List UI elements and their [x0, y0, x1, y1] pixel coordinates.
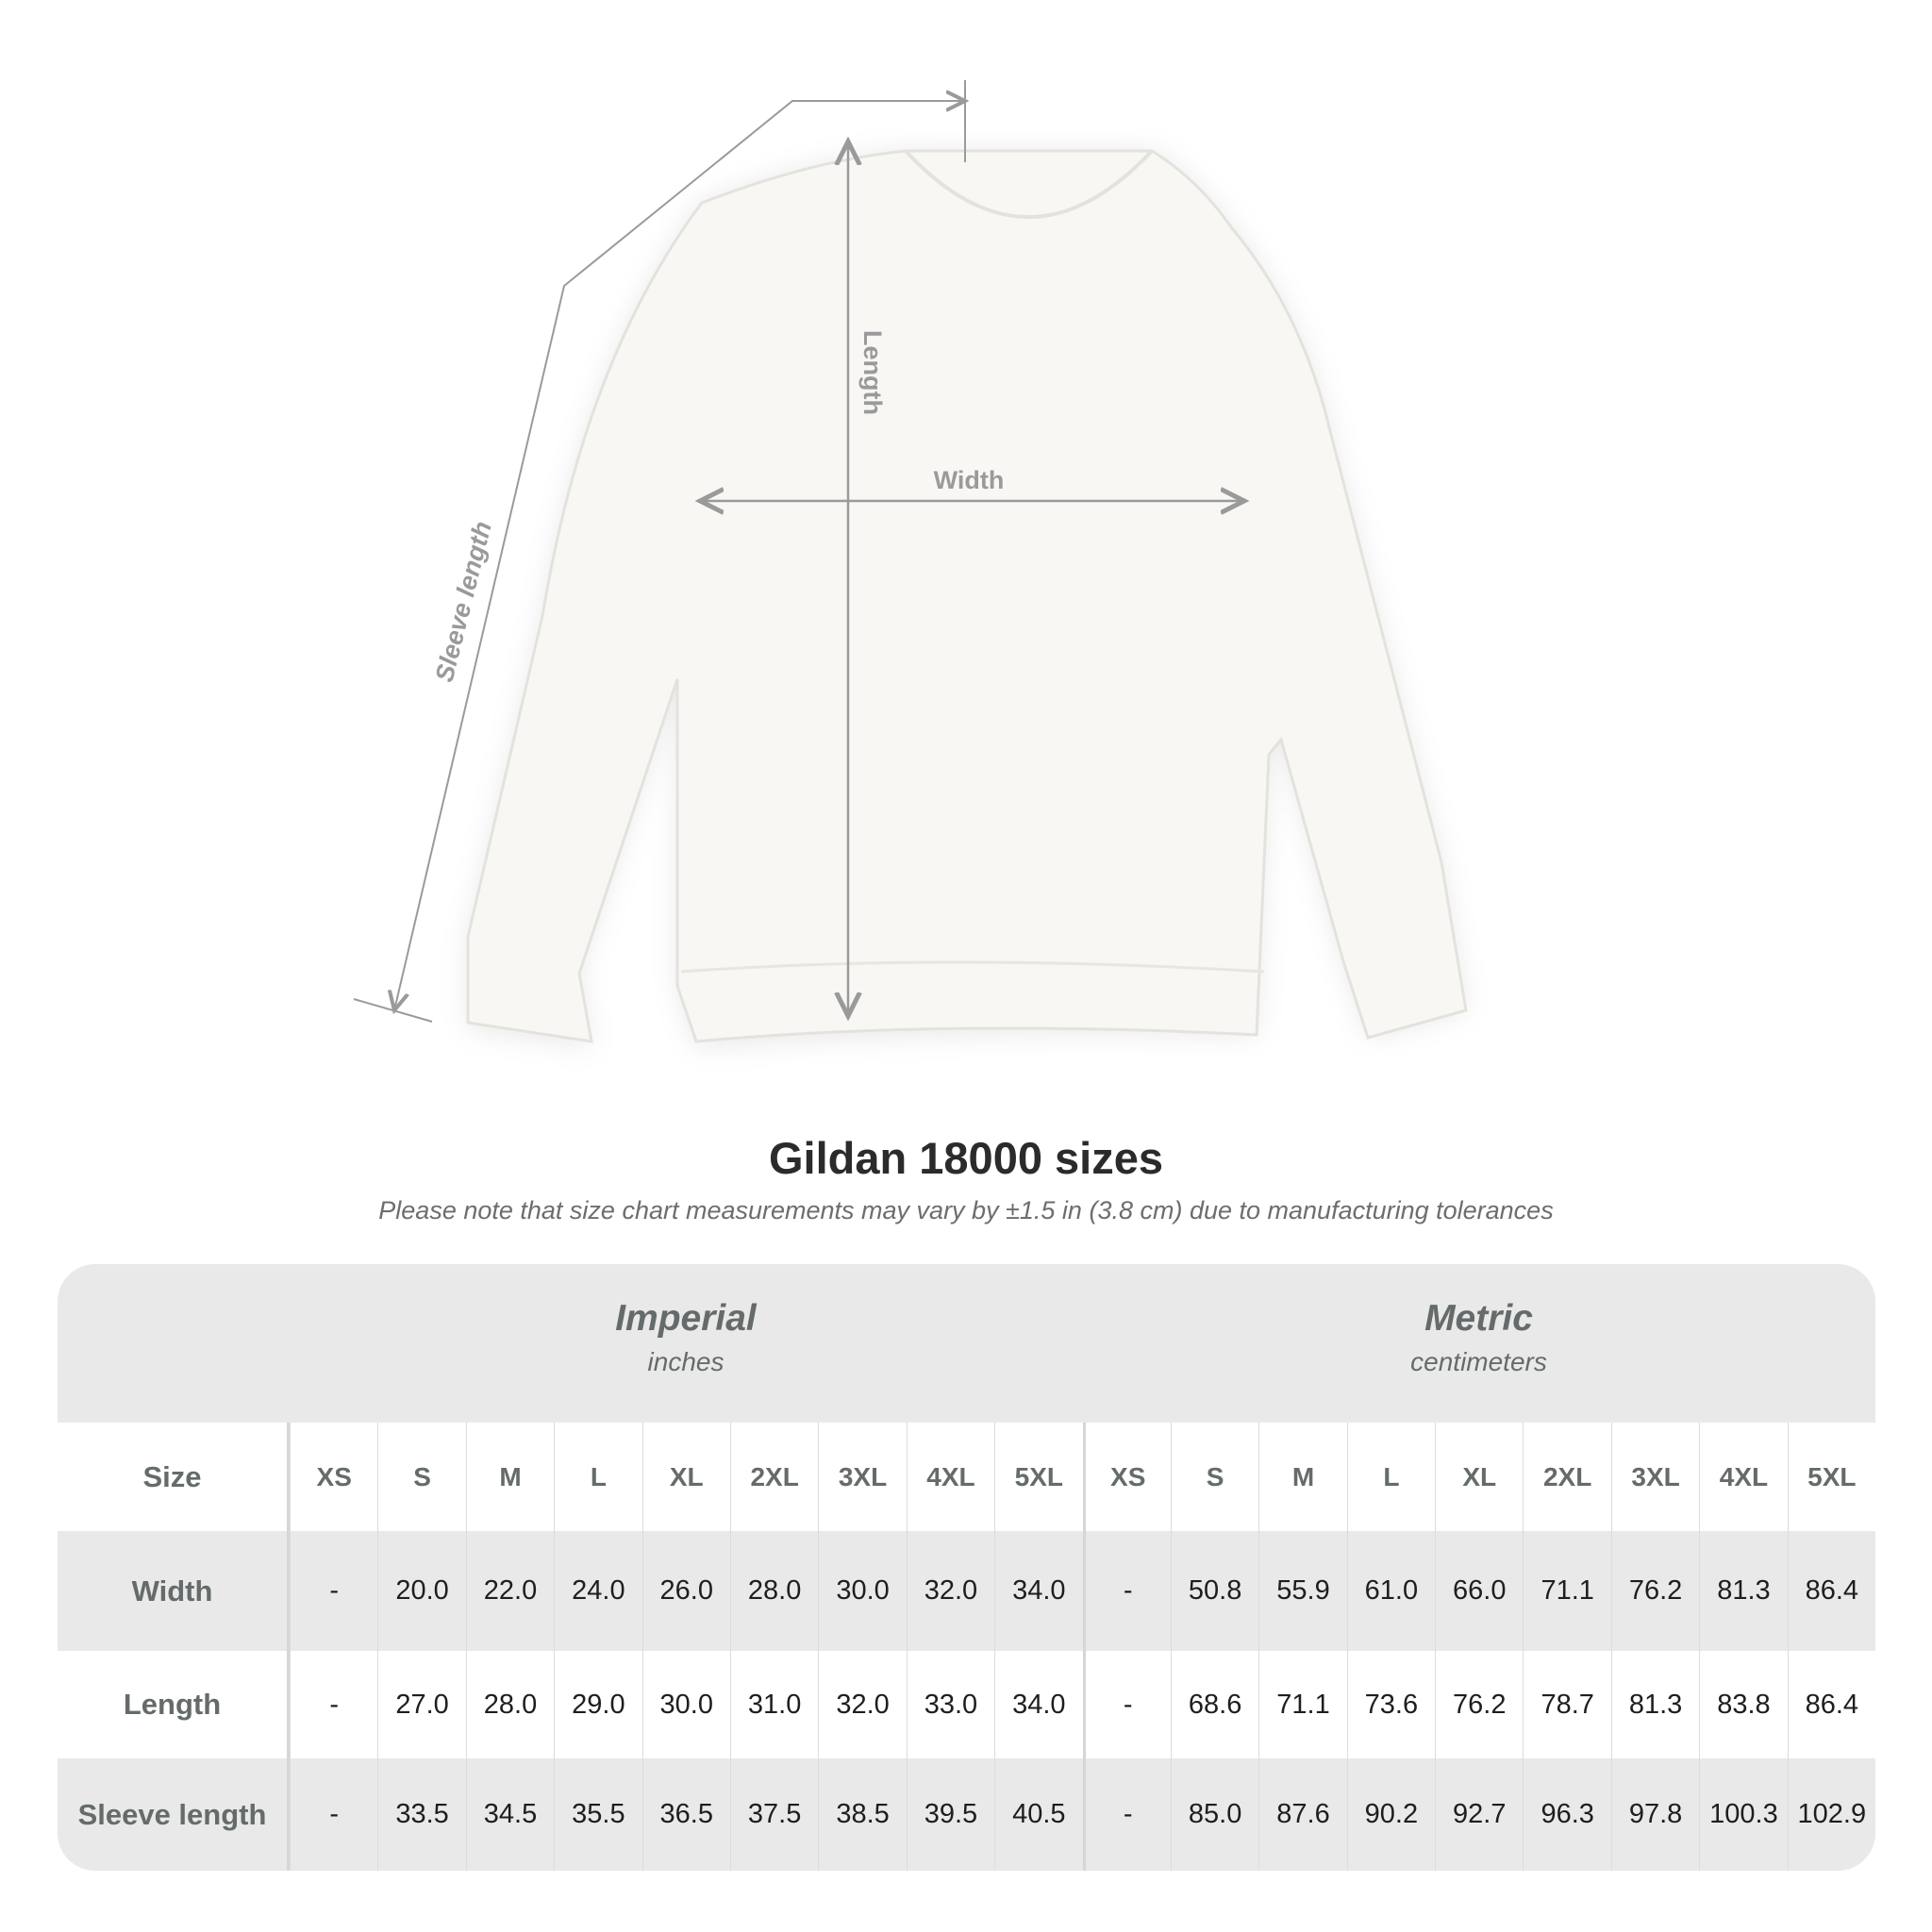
table-cell: 38.5 [818, 1758, 906, 1871]
size-header-metric-l: L [1346, 1423, 1435, 1531]
size-header-imperial-3xl: 3XL [818, 1423, 906, 1531]
table-cell: 86.4 [1787, 1651, 1875, 1758]
table-cell: 34.0 [994, 1651, 1082, 1758]
table-cell: 26.0 [641, 1531, 730, 1651]
table-cell: 78.7 [1523, 1651, 1610, 1758]
table-cell: 73.6 [1346, 1651, 1435, 1758]
table-cell: 40.5 [994, 1758, 1082, 1871]
table-cell: - [1082, 1651, 1171, 1758]
chart-title: Gildan 18000 sizes [768, 1133, 1164, 1183]
table-cell: - [290, 1758, 377, 1871]
metric-header: Metric centimeters [1082, 1264, 1875, 1423]
size-header-imperial-xs: XS [290, 1423, 377, 1531]
table-cell: 81.3 [1699, 1531, 1787, 1651]
table-cell: 31.0 [729, 1651, 818, 1758]
table-cell: 35.5 [554, 1758, 641, 1871]
size-header-metric-xs: XS [1082, 1423, 1171, 1531]
table-cell: 39.5 [906, 1758, 994, 1871]
table-cell: 92.7 [1435, 1758, 1523, 1871]
table-cell: 85.0 [1170, 1758, 1258, 1871]
imperial-unit: inches [647, 1347, 724, 1376]
row-label: Width [58, 1531, 290, 1651]
width-label: Width [934, 466, 1005, 494]
size-header-imperial-2xl: 2XL [729, 1423, 818, 1531]
size-label: Size [58, 1423, 290, 1531]
size-header-metric-xl: XL [1435, 1423, 1523, 1531]
table-cell: 71.1 [1258, 1651, 1346, 1758]
table-cell: 66.0 [1435, 1531, 1523, 1651]
table-cell: 29.0 [554, 1651, 641, 1758]
size-header-metric-3xl: 3XL [1610, 1423, 1699, 1531]
size-header-imperial-l: L [554, 1423, 641, 1531]
table-cell: 34.0 [994, 1531, 1082, 1651]
table-cell: 20.0 [377, 1531, 465, 1651]
size-header-imperial-xl: XL [641, 1423, 730, 1531]
size-header-imperial-4xl: 4XL [906, 1423, 994, 1531]
table-cell: 34.5 [465, 1758, 554, 1871]
sweatshirt-body [466, 149, 1468, 1043]
table-cell: 30.0 [818, 1531, 906, 1651]
table-cell: 90.2 [1346, 1758, 1435, 1871]
size-header-metric-4xl: 4XL [1699, 1423, 1787, 1531]
table-cell: 24.0 [554, 1531, 641, 1651]
size-header-metric-2xl: 2XL [1523, 1423, 1610, 1531]
size-header-row: Size XS S M L XL 2XL 3XL 4XL 5XL XS S M L XL 2XL 3XL 4XL… [58, 1423, 1875, 1531]
table-cell: 33.0 [906, 1651, 994, 1758]
table-cell: 28.0 [729, 1531, 818, 1651]
size-header-metric-s: S [1170, 1423, 1258, 1531]
size-table: Imperial inches Metric centimeters Size … [58, 1264, 1875, 1871]
table-cell: 76.2 [1435, 1651, 1523, 1758]
table-cell: - [1082, 1758, 1171, 1871]
table-cell: 76.2 [1610, 1531, 1699, 1651]
table-cell: 32.0 [818, 1651, 906, 1758]
sweatshirt-diagram: Length Width Sleeve length [353, 80, 1468, 1047]
table-cell: 96.3 [1523, 1758, 1610, 1871]
table-cell: 22.0 [465, 1531, 554, 1651]
table-cell: 68.6 [1170, 1651, 1258, 1758]
imperial-header: Imperial inches [290, 1264, 1082, 1423]
size-header-imperial-s: S [377, 1423, 465, 1531]
table-cell: 83.8 [1699, 1651, 1787, 1758]
table-cell: - [1082, 1531, 1171, 1651]
table-cell: 37.5 [729, 1758, 818, 1871]
table-cell: 28.0 [465, 1651, 554, 1758]
table-cell: - [290, 1651, 377, 1758]
size-header-metric-m: M [1258, 1423, 1346, 1531]
table-row-width: Width -20.0 22.0 24.0 26.0 28.0 30.0 32.0 34.0-5… [58, 1531, 1875, 1651]
table-cell: 97.8 [1610, 1758, 1699, 1871]
size-header-imperial-5xl: 5XL [994, 1423, 1082, 1531]
table-cell: 102.9 [1787, 1758, 1875, 1871]
table-cell: 30.0 [641, 1651, 730, 1758]
imperial-title: Imperial [615, 1298, 757, 1339]
row-label: Sleeve length [58, 1758, 290, 1871]
table-cell: 87.6 [1258, 1758, 1346, 1871]
table-cell: 61.0 [1346, 1531, 1435, 1651]
table-cell: 27.0 [377, 1651, 465, 1758]
table-cell: 33.5 [377, 1758, 465, 1871]
sleeve-length-label: Sleeve length [430, 519, 497, 685]
table-cell: 32.0 [906, 1531, 994, 1651]
table-row-sleeve-length: Sleeve length -33.5 34.5 35.5 36.5 37.5 38.5 39… [58, 1758, 1875, 1871]
metric-title: Metric [1424, 1298, 1533, 1339]
table-cell: 86.4 [1787, 1531, 1875, 1651]
table-cell: 36.5 [641, 1758, 730, 1871]
table-cell: - [290, 1531, 377, 1651]
size-header-imperial-m: M [465, 1423, 554, 1531]
size-header-metric-5xl: 5XL [1787, 1423, 1875, 1531]
length-label: Length [858, 330, 887, 415]
sleeve-length-line [394, 101, 965, 1010]
tolerance-note: Please note that size chart measurements… [378, 1196, 1554, 1224]
table-cell: 81.3 [1610, 1651, 1699, 1758]
metric-unit: centimeters [1410, 1347, 1547, 1376]
sleeve-bottom-tick [353, 998, 433, 1023]
table-cell: 50.8 [1170, 1531, 1258, 1651]
table-cell: 100.3 [1699, 1758, 1787, 1871]
unit-header: Imperial inches Metric centimeters [58, 1264, 1875, 1423]
table-row-length: Length -27.0 28.0 29.0 30.0 31.0 32.0 33.0 34.0-… [58, 1651, 1875, 1758]
table-cell: 55.9 [1258, 1531, 1346, 1651]
table-cell: 71.1 [1523, 1531, 1610, 1651]
row-label: Length [58, 1651, 290, 1758]
